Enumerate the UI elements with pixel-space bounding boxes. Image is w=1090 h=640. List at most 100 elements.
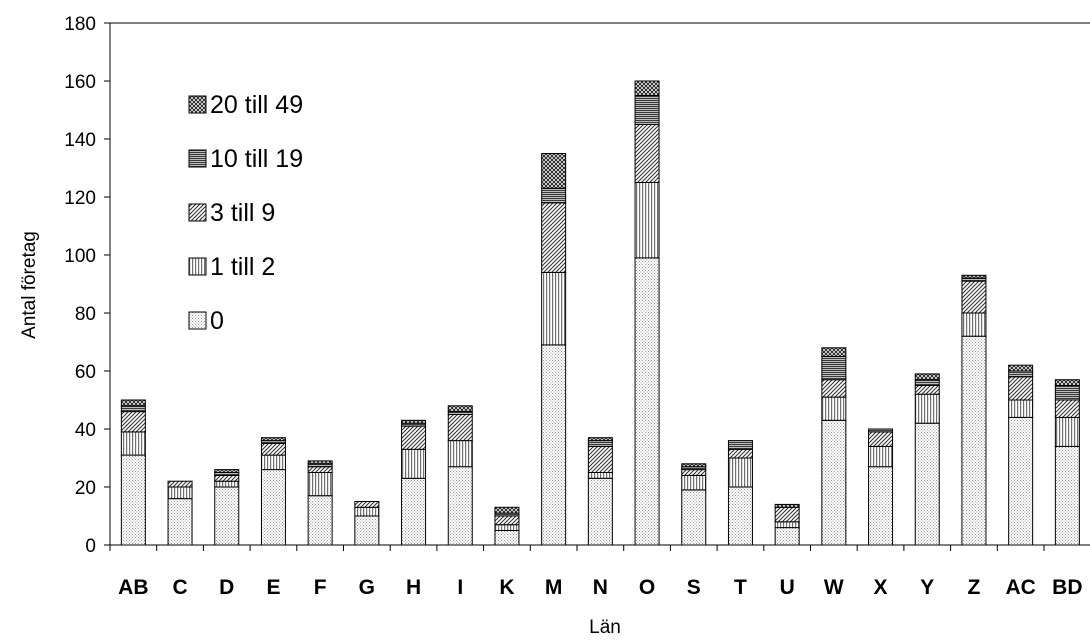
bar-segment: [868, 431, 894, 447]
bar-segment: [120, 399, 146, 407]
x-axis-ticks: AB C D E F G H I K M N O S T U W X Y Z AC BD: [109, 545, 1083, 599]
bar-segment: [494, 515, 520, 526]
bar-segment: [961, 312, 987, 337]
x-category-label: F: [314, 576, 327, 599]
bar-segment: [260, 437, 286, 442]
bar-segment: [634, 95, 660, 125]
x-category-label: Z: [968, 576, 981, 599]
bar-segment: [541, 344, 567, 546]
bar-segment: [120, 411, 146, 433]
bar-segment: [914, 385, 940, 395]
bar-segment: [634, 182, 660, 259]
y-tick-label: 0: [85, 536, 96, 557]
legend: 20 till 49 10 till 19 3 till 9 1 till 2 0: [188, 91, 303, 335]
y-tick-label: 20: [75, 478, 96, 499]
x-category-label: D: [219, 576, 234, 599]
x-category-label: C: [172, 576, 187, 599]
x-category-label: H: [406, 576, 421, 599]
x-category-label: K: [499, 576, 514, 599]
bar-segment: [1008, 399, 1034, 418]
y-tick-label: 80: [75, 304, 96, 325]
y-tick-label: 140: [64, 130, 96, 151]
x-category-label: BD: [1052, 576, 1082, 599]
bar-segment: [774, 521, 800, 529]
bar-segment: [914, 379, 940, 387]
x-category-label: T: [734, 576, 747, 599]
bar-segment: [354, 515, 380, 546]
bar-segment: [587, 472, 613, 479]
bar-segment: [774, 506, 800, 523]
bar-segment: [1054, 416, 1080, 447]
bar-segment: [1054, 445, 1080, 546]
bar-segment: [1054, 399, 1080, 418]
bar-segment: [587, 445, 613, 473]
bar-segment: [447, 440, 473, 468]
bar-segment: [401, 448, 427, 479]
x-category-label: M: [545, 576, 563, 599]
bar-segment: [681, 463, 707, 468]
bar-segment: [494, 506, 520, 514]
legend-label: 10 till 19: [210, 145, 303, 173]
legend-label: 1 till 2: [210, 253, 275, 281]
bar-segment: [260, 443, 286, 456]
x-category-label: Y: [920, 576, 934, 599]
bar-segment: [961, 280, 987, 314]
bar-segment: [260, 454, 286, 471]
bar-segment: [307, 460, 333, 465]
legend-label: 0: [210, 307, 224, 335]
y-tick-label: 100: [64, 246, 96, 267]
bar-segment: [214, 480, 240, 488]
bar-segment: [541, 271, 567, 346]
bar-segment: [307, 495, 333, 546]
y-tick-label: 120: [64, 188, 96, 209]
bar-segment: [167, 480, 193, 488]
bar-segment: [727, 457, 753, 488]
bar-segment: [587, 440, 613, 447]
bar-segment: [167, 498, 193, 546]
bar-segment: [354, 506, 380, 517]
bar-segment: [401, 425, 427, 450]
bar-segment: [1054, 385, 1080, 401]
bar-segment: [1008, 376, 1034, 401]
bar-segment: [401, 419, 427, 424]
bar-segment: [401, 477, 427, 546]
y-tick-label: 60: [75, 362, 96, 383]
bar-segment: [634, 80, 660, 96]
bar-segment: [214, 474, 240, 482]
bar-segment: [868, 428, 894, 433]
x-category-label: AB: [118, 576, 148, 599]
legend-swatch: [188, 95, 207, 114]
legend-swatch: [188, 257, 207, 276]
bar-segment: [167, 486, 193, 500]
bar-segment: [634, 257, 660, 546]
y-tick-label: 40: [75, 420, 96, 441]
y-tick-label: 180: [64, 14, 96, 35]
bar-segment: [541, 202, 567, 273]
legend-label: 3 till 9: [210, 199, 275, 227]
bar-segment: [1008, 364, 1034, 372]
bar-segment: [961, 335, 987, 546]
bar-segment: [1054, 379, 1080, 387]
x-category-label: N: [593, 576, 608, 599]
bar-segment: [214, 486, 240, 546]
bar-segment: [914, 373, 940, 381]
bar-segment: [1008, 416, 1034, 546]
bar-segment: [354, 501, 380, 508]
legend-label: 20 till 49: [210, 91, 303, 119]
bar-segment: [541, 187, 567, 204]
bar-segment: [120, 454, 146, 546]
legend-swatch: [188, 203, 207, 222]
bars: [120, 80, 1080, 546]
x-axis-title: Län: [589, 617, 621, 638]
bar-segment: [447, 466, 473, 546]
x-category-label: I: [457, 576, 463, 599]
bar-segment: [1008, 370, 1034, 378]
bar-segment: [447, 405, 473, 413]
legend-swatch: [188, 149, 207, 168]
y-tick-label: 160: [64, 72, 96, 93]
bar-segment: [821, 356, 847, 381]
x-category-label: S: [687, 576, 701, 599]
bar-segment: [774, 527, 800, 546]
bar-segment: [868, 445, 894, 468]
bar-segment: [727, 486, 753, 546]
